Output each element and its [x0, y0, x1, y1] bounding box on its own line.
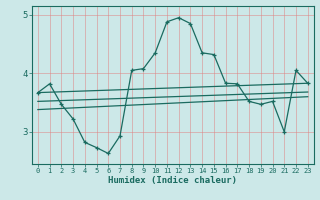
- X-axis label: Humidex (Indice chaleur): Humidex (Indice chaleur): [108, 176, 237, 185]
